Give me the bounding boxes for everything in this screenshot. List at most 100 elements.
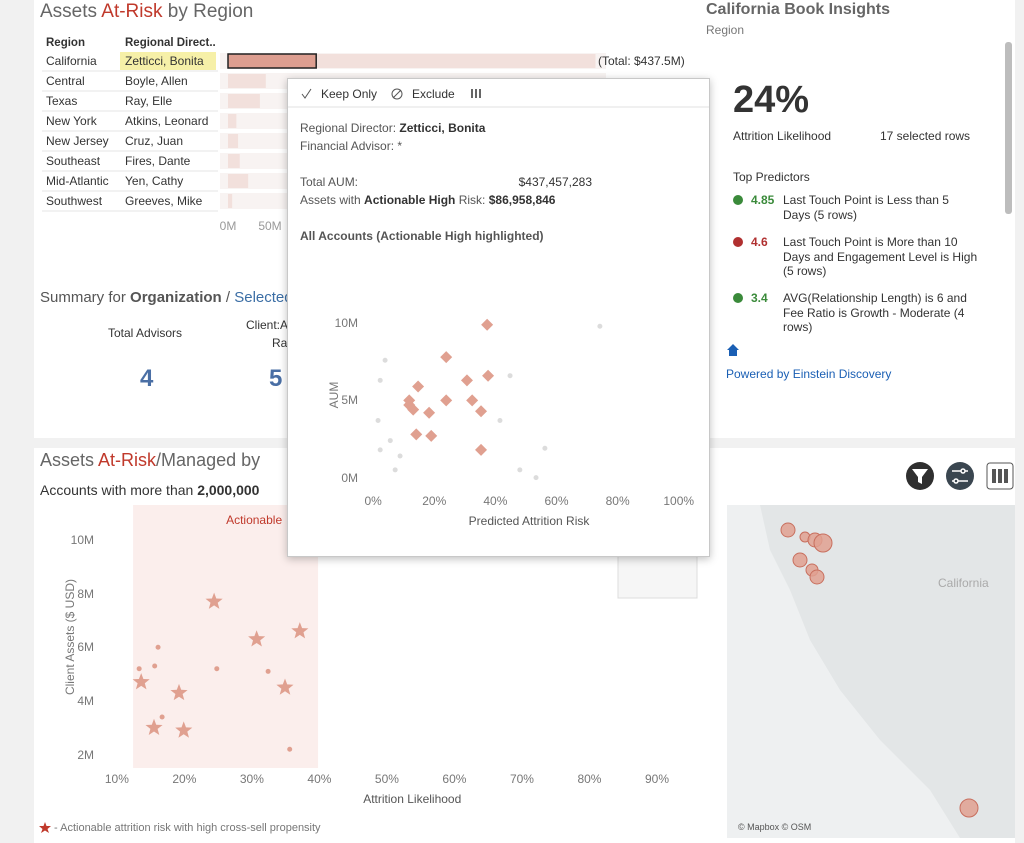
- map-label: California: [938, 576, 989, 590]
- bar: [228, 114, 237, 128]
- map-marker[interactable]: [809, 569, 825, 585]
- point: [533, 475, 539, 481]
- insights-title: California Book Insights: [706, 1, 891, 18]
- region: Southeast: [46, 154, 101, 168]
- icon-glyph: [912, 469, 928, 484]
- x-tick-label: 80%: [577, 772, 602, 786]
- selected-cell: [120, 52, 216, 70]
- map-marker[interactable]: [792, 552, 808, 568]
- stat-label: Total Advisors: [108, 326, 183, 340]
- exclude-icon: [392, 89, 402, 99]
- point: [475, 443, 488, 456]
- point: [482, 369, 495, 382]
- star-point: [248, 630, 266, 647]
- keep-only[interactable]: Keep Only: [321, 87, 378, 101]
- point: [481, 318, 494, 331]
- title-part: /: [225, 289, 231, 306]
- region: New York: [46, 114, 97, 128]
- predictor-text: Last Touch Point is Less than 5 Days (5 …: [783, 193, 949, 222]
- exclude[interactable]: Exclude: [412, 87, 455, 101]
- x-tick-label: 40%: [483, 494, 508, 508]
- director: Atkins, Leonard: [125, 114, 209, 128]
- director: Zetticci, Bonita: [125, 54, 204, 68]
- point: [403, 399, 416, 412]
- region: New Jersey: [46, 134, 109, 148]
- x-axis-label: Attrition Likelihood: [363, 792, 462, 806]
- point: [159, 714, 165, 720]
- director: Yen, Cathy: [125, 174, 184, 188]
- home-icon[interactable]: [727, 344, 739, 356]
- bar: [228, 134, 239, 148]
- column-header: Regional Direct..: [125, 37, 216, 49]
- region: Mid-Atlantic: [46, 174, 109, 188]
- field-label: Total AUM:: [300, 175, 359, 189]
- bar: [228, 174, 249, 188]
- region: Southwest: [46, 194, 103, 208]
- map-marker[interactable]: [813, 533, 833, 553]
- field-label: Assets with: [300, 193, 361, 207]
- summary-title: Summary for Organization / Selected: [40, 289, 293, 306]
- tooltip: Keep Only Exclude Regional Director: Zet…: [287, 78, 710, 557]
- star-point: [170, 683, 188, 701]
- x-tick-label: 0%: [364, 494, 382, 508]
- x-tick-label: 80%: [605, 494, 630, 508]
- powered-link[interactable]: Powered by Einstein Discovery: [726, 367, 892, 381]
- big-label: Attrition Likelihood: [733, 129, 832, 143]
- x-tick-label: 20%: [172, 772, 197, 786]
- chart-title: All Accounts (Actionable High highlighte…: [300, 229, 544, 243]
- field: Financial Advisor: *: [300, 139, 402, 153]
- field: Regional Director: Zetticci, Bonita: [300, 121, 485, 135]
- title-part: /Managed by: [156, 450, 261, 470]
- point: [152, 663, 158, 669]
- title-part: Summary for: [40, 289, 126, 306]
- stat-value: 5: [269, 365, 283, 392]
- director: Fires, Dante: [125, 154, 191, 168]
- field-label: Regional Director:: [300, 121, 397, 135]
- predictor-icon: [733, 237, 743, 247]
- predictors-title: Top Predictors: [733, 170, 810, 184]
- y-tick-label: 5M: [341, 393, 358, 408]
- region: California: [46, 54, 97, 68]
- footnote: - Actionable attrition risk with high cr…: [54, 822, 321, 834]
- point: [392, 467, 398, 473]
- icon-glyph: [992, 469, 1008, 483]
- scrollbar[interactable]: [1005, 42, 1012, 214]
- point: [387, 438, 393, 444]
- settings-icon[interactable]: [946, 462, 974, 490]
- stat-value: 4: [140, 365, 154, 392]
- map-marker[interactable]: [959, 798, 979, 818]
- total-label: (Total: $437.5M): [598, 54, 685, 68]
- star-point: [291, 622, 309, 639]
- icon-glyph: [952, 468, 968, 484]
- margin: [1015, 0, 1024, 843]
- predictor-value: 4.85: [751, 193, 775, 207]
- point: [382, 357, 388, 363]
- x-tick-label: 60%: [442, 772, 467, 786]
- director: Greeves, Mike: [125, 194, 203, 208]
- star-point: [276, 678, 294, 695]
- point: [397, 453, 403, 459]
- star-point: [205, 592, 223, 609]
- field-value: Zetticci, Bonita: [399, 121, 486, 135]
- title-part: Assets: [40, 1, 98, 22]
- predictor-icon: [733, 195, 743, 205]
- director: Cruz, Juan: [125, 134, 184, 148]
- region: Central: [46, 74, 85, 88]
- point: [597, 323, 603, 329]
- tooltip-canvas: [288, 88, 709, 481]
- point: [440, 351, 453, 364]
- x-tick-label: 70%: [509, 772, 534, 786]
- columns-icon[interactable]: [471, 89, 481, 98]
- point: [497, 417, 503, 423]
- subtitle: Accounts with more than 2,000,000: [40, 482, 259, 498]
- map-marker[interactable]: [780, 522, 796, 538]
- field-value: *: [397, 139, 403, 153]
- point: [377, 447, 383, 453]
- point: [425, 429, 438, 442]
- field-value: $437,457,283: [518, 175, 592, 189]
- bar: [228, 94, 260, 108]
- field-value: $86,958,846: [488, 193, 556, 207]
- predictor-text: Last Touch Point is More than 10 Days an…: [783, 235, 978, 278]
- y-tick-label: 0M: [341, 470, 358, 485]
- region: Texas: [46, 94, 78, 108]
